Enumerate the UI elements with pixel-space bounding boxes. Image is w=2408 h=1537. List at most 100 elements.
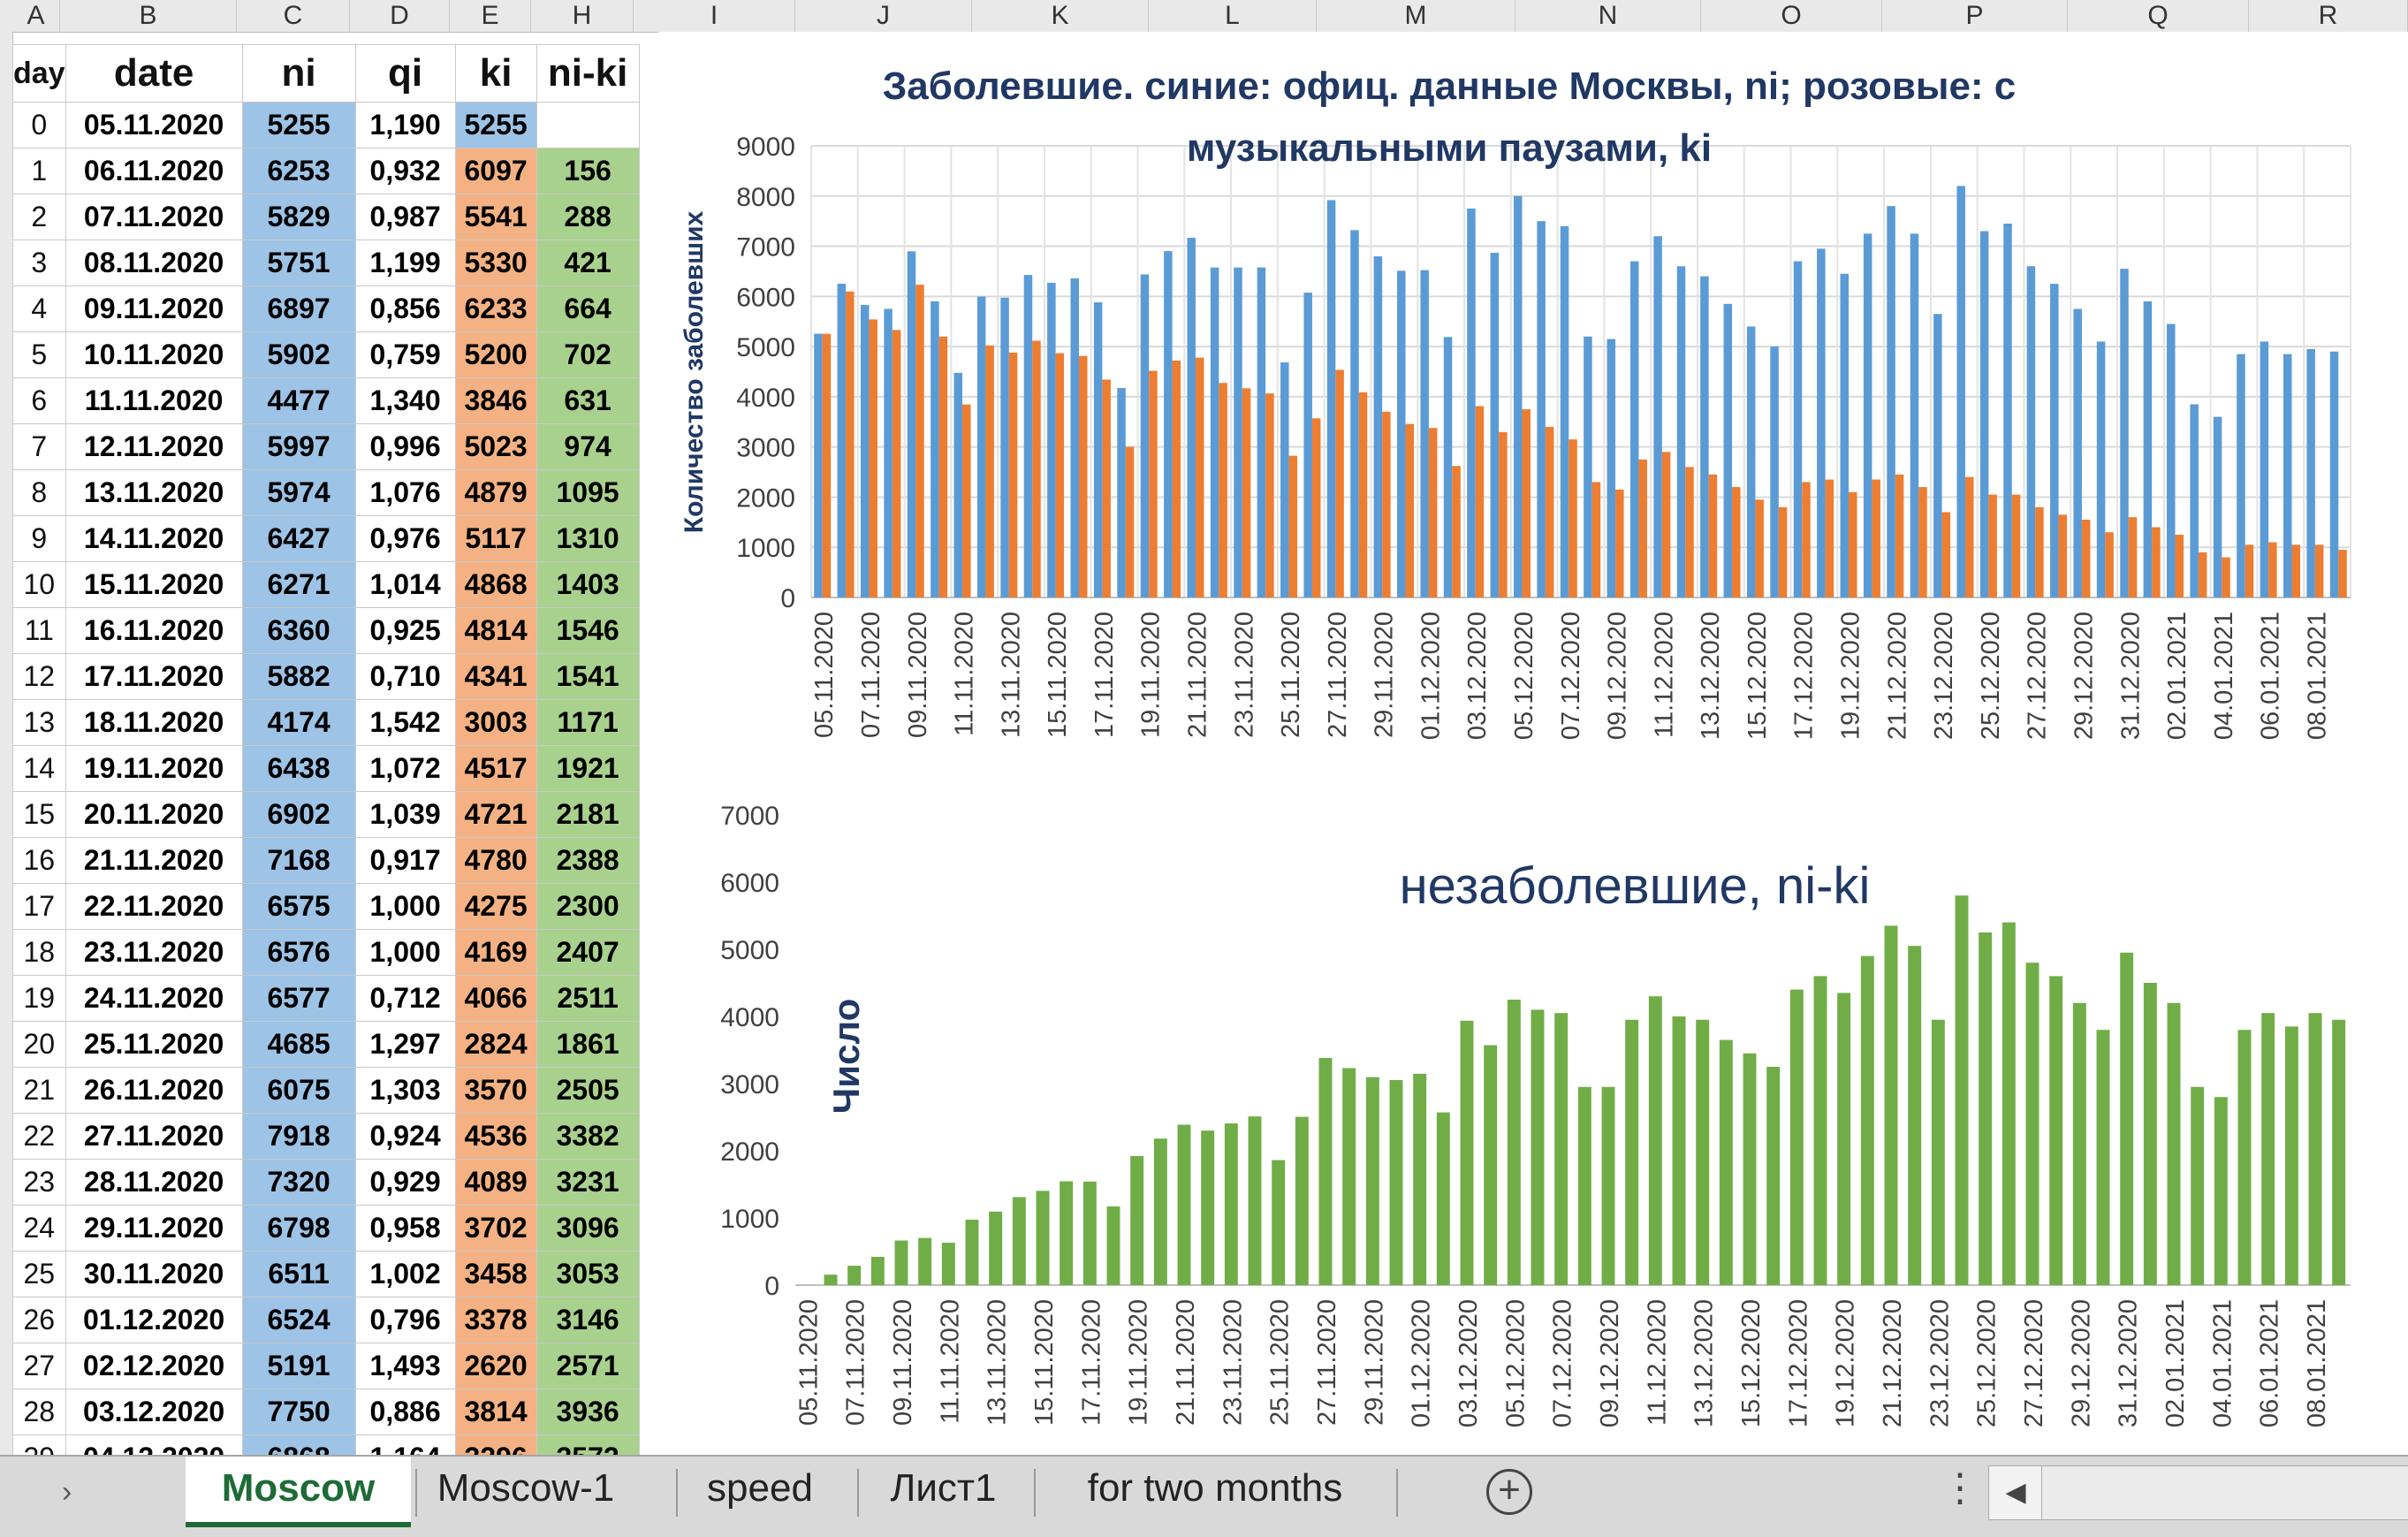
column-header-l[interactable]: L bbox=[1149, 0, 1317, 32]
cell-qi[interactable]: 0,710 bbox=[354, 653, 456, 700]
cell-day[interactable]: 12 bbox=[12, 653, 66, 700]
cell-day[interactable]: 6 bbox=[12, 377, 66, 424]
cell-ni[interactable]: 5882 bbox=[241, 653, 356, 700]
cell-ni-ki[interactable]: 3936 bbox=[536, 1389, 640, 1435]
cell-ni-ki[interactable]: 1921 bbox=[536, 745, 640, 792]
sheet-tab-3[interactable]: speed bbox=[707, 1466, 813, 1510]
cell-ki[interactable]: 2620 bbox=[454, 1343, 537, 1389]
cell-ki[interactable]: 3570 bbox=[454, 1067, 537, 1114]
cell-ni-ki[interactable]: 2388 bbox=[536, 837, 640, 884]
cell-qi[interactable]: 0,932 bbox=[354, 148, 456, 194]
scroll-left-button[interactable]: ◀ bbox=[1988, 1465, 2043, 1520]
cell-day[interactable]: 11 bbox=[12, 607, 66, 654]
column-header-q[interactable]: Q bbox=[2068, 0, 2249, 32]
cell-ki[interactable]: 4089 bbox=[454, 1159, 537, 1206]
cell-ni[interactable]: 5902 bbox=[241, 331, 356, 378]
column-header-j[interactable]: J bbox=[795, 0, 972, 32]
cell-qi[interactable]: 1,199 bbox=[354, 240, 456, 286]
column-header-p[interactable]: P bbox=[1882, 0, 2068, 32]
add-sheet-icon[interactable]: + bbox=[1486, 1469, 1532, 1515]
column-header-a[interactable]: A bbox=[12, 0, 60, 32]
cell-day[interactable]: 0 bbox=[12, 102, 66, 148]
cell-ki[interactable]: 5023 bbox=[454, 423, 537, 470]
cell-qi[interactable]: 1,072 bbox=[354, 745, 456, 792]
cell-qi[interactable]: 0,917 bbox=[354, 837, 456, 884]
cell-qi[interactable]: 1,493 bbox=[354, 1343, 456, 1389]
cell-date[interactable]: 14.11.2020 bbox=[65, 515, 243, 562]
cell-date[interactable]: 23.11.2020 bbox=[65, 929, 243, 976]
cell-ni-ki[interactable]: 2181 bbox=[536, 791, 640, 838]
cell-ki[interactable]: 5117 bbox=[454, 515, 537, 562]
cell-qi[interactable]: 0,958 bbox=[354, 1205, 456, 1252]
cell-date[interactable]: 30.11.2020 bbox=[65, 1251, 243, 1297]
cell-date[interactable]: 02.12.2020 bbox=[65, 1343, 243, 1389]
cell-ki[interactable]: 2824 bbox=[454, 1021, 537, 1068]
cell-ni[interactable]: 6427 bbox=[241, 515, 356, 562]
cell-day[interactable]: 13 bbox=[12, 699, 66, 746]
cell-ni-ki[interactable]: 288 bbox=[536, 194, 640, 240]
cell-day[interactable]: 8 bbox=[12, 469, 66, 516]
cell-ni-ki[interactable]: 1541 bbox=[536, 653, 640, 700]
cell-day[interactable]: 28 bbox=[12, 1389, 66, 1435]
cell-ni[interactable]: 6253 bbox=[241, 148, 356, 194]
cell-ni[interactable]: 6360 bbox=[241, 607, 356, 654]
cell-ni[interactable]: 4174 bbox=[241, 699, 356, 746]
cell-date[interactable]: 20.11.2020 bbox=[65, 791, 243, 838]
cell-date[interactable]: 24.11.2020 bbox=[65, 975, 243, 1022]
sheet-tab-4[interactable]: Лист1 bbox=[890, 1466, 997, 1510]
cell-date[interactable]: 09.11.2020 bbox=[65, 285, 243, 332]
cell-ni[interactable]: 6897 bbox=[241, 285, 356, 332]
cell-ki[interactable]: 4517 bbox=[454, 745, 537, 792]
cell-ni-ki[interactable]: 1171 bbox=[536, 699, 640, 746]
cell-day[interactable]: 25 bbox=[12, 1251, 66, 1297]
cell-date[interactable]: 07.11.2020 bbox=[65, 194, 243, 240]
cell-ni-ki[interactable]: 1546 bbox=[536, 607, 640, 654]
column-header-d[interactable]: D bbox=[350, 0, 450, 32]
cell-day[interactable]: 14 bbox=[12, 745, 66, 792]
column-header-h[interactable]: H bbox=[531, 0, 634, 32]
cell-ni[interactable]: 4685 bbox=[241, 1021, 356, 1068]
cell-ki[interactable]: 4066 bbox=[454, 975, 537, 1022]
cell-day[interactable]: 23 bbox=[12, 1159, 66, 1206]
cell-date[interactable]: 13.11.2020 bbox=[65, 469, 243, 516]
cell-qi[interactable]: 0,976 bbox=[354, 515, 456, 562]
cell-qi[interactable]: 0,856 bbox=[354, 285, 456, 332]
cell-ni[interactable]: 4477 bbox=[241, 377, 356, 424]
header-ni-ki[interactable]: ni-ki bbox=[536, 44, 640, 103]
cell-ni[interactable]: 7918 bbox=[241, 1113, 356, 1160]
column-header-b[interactable]: B bbox=[60, 0, 237, 32]
cell-qi[interactable]: 1,014 bbox=[354, 561, 456, 608]
cell-ni[interactable]: 6524 bbox=[241, 1297, 356, 1343]
cell-date[interactable]: 19.11.2020 bbox=[65, 745, 243, 792]
cell-ni[interactable]: 6576 bbox=[241, 929, 356, 976]
cell-date[interactable]: 01.12.2020 bbox=[65, 1297, 243, 1343]
column-header-n[interactable]: N bbox=[1515, 0, 1701, 32]
cell-qi[interactable]: 1,303 bbox=[354, 1067, 456, 1114]
cell-day[interactable]: 19 bbox=[12, 975, 66, 1022]
cell-date[interactable]: 22.11.2020 bbox=[65, 883, 243, 930]
cell-date[interactable]: 08.11.2020 bbox=[65, 240, 243, 286]
cell-day[interactable]: 10 bbox=[12, 561, 66, 608]
cell-date[interactable]: 03.12.2020 bbox=[65, 1389, 243, 1435]
cell-qi[interactable]: 1,002 bbox=[354, 1251, 456, 1297]
cell-date[interactable]: 28.11.2020 bbox=[65, 1159, 243, 1206]
cell-ni-ki[interactable]: 1403 bbox=[536, 561, 640, 608]
cell-ki[interactable]: 3814 bbox=[454, 1389, 537, 1435]
cell-ni-ki[interactable]: 3382 bbox=[536, 1113, 640, 1160]
cell-day[interactable]: 9 bbox=[12, 515, 66, 562]
header-ni[interactable]: ni bbox=[241, 44, 356, 103]
cell-ni-ki[interactable]: 1861 bbox=[536, 1021, 640, 1068]
cell-ki[interactable]: 4868 bbox=[454, 561, 537, 608]
column-header-c[interactable]: C bbox=[237, 0, 350, 32]
cell-ni[interactable]: 6438 bbox=[241, 745, 356, 792]
more-options-icon[interactable]: ⋮ bbox=[1941, 1466, 1979, 1510]
cell-ni[interactable]: 6577 bbox=[241, 975, 356, 1022]
cell-ki[interactable]: 3846 bbox=[454, 377, 537, 424]
cell-ni-ki[interactable]: 702 bbox=[536, 331, 640, 378]
cell-ni[interactable]: 5255 bbox=[241, 102, 356, 148]
cell-ki[interactable]: 3378 bbox=[454, 1297, 537, 1343]
cell-ni-ki[interactable]: 1095 bbox=[536, 469, 640, 516]
cell-ni[interactable]: 7750 bbox=[241, 1389, 356, 1435]
sheet-tab-5[interactable]: for two months bbox=[1087, 1466, 1343, 1510]
cell-day[interactable]: 4 bbox=[12, 285, 66, 332]
